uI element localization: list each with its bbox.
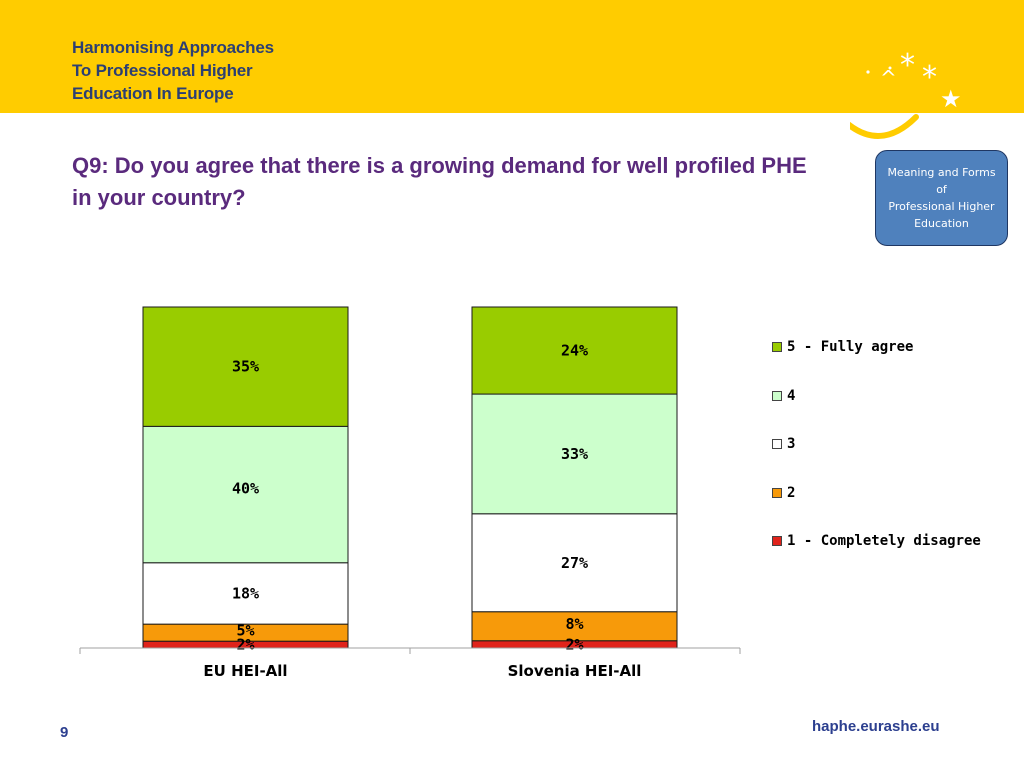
svg-text:^: ^ [880, 66, 897, 90]
bar-data-label: 8% [565, 615, 583, 633]
svg-text:★: ★ [940, 85, 962, 113]
legend-item: 5 - Fully agree [772, 339, 913, 355]
legend-label: 5 - Fully agree [787, 339, 914, 355]
x-tick-label: EU HEI-All [203, 662, 287, 680]
smiley-stars-logo: ^ * * ★ [850, 48, 962, 139]
legend-swatch [772, 439, 782, 449]
bar-data-label: 27% [561, 554, 588, 572]
bar-segment [142, 425, 349, 564]
bar-segment [142, 306, 349, 427]
legend-item: 4 [772, 388, 795, 404]
topic-badge-line-1: Meaning and Forms [887, 166, 996, 179]
bar-data-label: 18% [232, 584, 259, 602]
topic-badge-line-3: Professional Higher [888, 200, 995, 213]
site-url-link[interactable]: haphe.eurashe.eu [812, 718, 940, 735]
project-title-line-3: Education In Europe [72, 84, 234, 103]
topic-badge-line-2: of [936, 183, 947, 196]
bar-segment [142, 562, 349, 625]
bar-data-label: 2% [565, 635, 583, 653]
legend-label: 1 - Completely disagree [787, 533, 981, 549]
legend-label: 3 [787, 436, 796, 452]
bar-data-label: 2% [236, 636, 254, 654]
x-tick-label: Slovenia HEI-All [508, 662, 642, 680]
project-title-line-2: To Professional Higher [72, 61, 253, 80]
legend-swatch [772, 487, 782, 498]
bar-data-label: 40% [232, 479, 259, 497]
bar-data-label: 35% [232, 358, 259, 376]
bar-data-label: 5% [236, 622, 254, 640]
bar-segment [471, 611, 678, 642]
legend-item: 2 [772, 485, 795, 501]
header-divider [0, 113, 1024, 115]
svg-text:*: * [922, 60, 937, 95]
legend-label: 4 [787, 387, 796, 404]
legend-swatch [772, 342, 782, 352]
project-title-line-1: Harmonising Approaches [72, 38, 274, 57]
page-number: 9 [60, 724, 69, 741]
legend-item: 1 - Completely disagree [772, 533, 981, 549]
slide-question: Q9: Do you agree that there is a growing… [72, 153, 807, 210]
legend-swatch [772, 390, 782, 401]
bar-data-label: 24% [561, 342, 588, 360]
svg-text:*: * [900, 48, 915, 83]
legend-label: 2 [787, 484, 796, 501]
bar-data-label: 33% [561, 445, 588, 463]
header-band [0, 0, 1024, 113]
legend-item: 3 [772, 436, 795, 452]
topic-badge[interactable]: Meaning and Forms of Professional Higher… [875, 150, 1008, 246]
legend-swatch [772, 536, 782, 546]
bar-segment [471, 393, 678, 515]
topic-badge-line-4: Education [914, 217, 969, 230]
bar-segment [471, 513, 678, 613]
bar-segment [471, 306, 678, 395]
